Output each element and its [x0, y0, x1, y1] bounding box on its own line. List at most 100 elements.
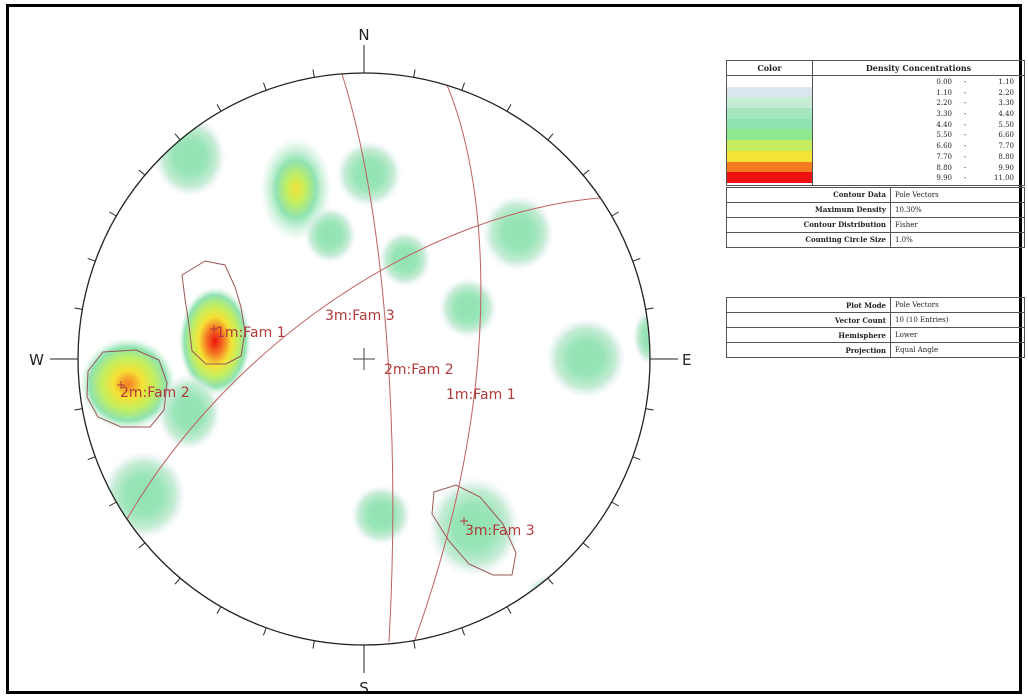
perimeter-tick: [109, 211, 117, 217]
property-value: 10.30%: [890, 201, 1025, 218]
set-window-2: [86, 349, 168, 428]
range-low: 5.50: [936, 131, 952, 140]
legend-swatch: [727, 76, 812, 87]
legend-range-row: 2.20 - 3.30: [823, 98, 1014, 109]
perimeter-tick: [138, 542, 146, 549]
great-circle-2: [341, 73, 394, 643]
legend-swatch: [727, 172, 812, 183]
contour-blob: [179, 287, 251, 395]
range-high: 4.40: [998, 110, 1014, 119]
range-separator: -: [963, 99, 967, 108]
contour-blob: [482, 195, 554, 271]
property-row: Maximum Density 10.30%: [726, 201, 1025, 218]
great-circle-label-3: 3m:Fam 3: [325, 308, 395, 324]
perimeter-tick: [611, 211, 619, 217]
set-windows: [86, 260, 517, 576]
legend-swatch-column: [726, 75, 813, 186]
great-circle-label-2: 2m:Fam 2: [384, 362, 454, 378]
property-value: Pole Vectors: [890, 297, 1025, 313]
legend-range-column: 0.00-1.10 1.10-2.20 2.20-3.30 3.30-4.40 4.40…: [812, 75, 1025, 186]
property-key: Projection: [726, 342, 891, 358]
legend-swatch: [727, 161, 812, 173]
legend-swatch: [727, 129, 812, 141]
contour-blob: [154, 117, 226, 197]
contour-blob: [546, 318, 626, 398]
range-low: 7.70: [936, 152, 952, 161]
perimeter-tick: [611, 501, 619, 507]
range-high: 3.30: [998, 99, 1014, 108]
range-high: 9.90: [998, 163, 1014, 172]
contour-blob: [102, 451, 186, 539]
perimeter-tick: [645, 307, 654, 310]
perimeter-tick: [109, 501, 117, 507]
property-key: Vector Count: [726, 312, 891, 328]
perimeter-tick: [312, 69, 315, 78]
stereonet-window: N S W E 3m:Fam 3 2m:Fam 2 1m:Fam 1 1m:Fa…: [6, 4, 1025, 694]
contour-properties-table: Contour Data Pole Vectors Maximum Density 1…: [726, 186, 1025, 248]
mean-pole-marker-1: [210, 325, 218, 333]
range-high: 7.70: [998, 142, 1014, 151]
property-key: Contour Distribution: [726, 216, 891, 233]
perimeter-tick: [262, 82, 267, 91]
set-window-1: [181, 260, 246, 365]
property-value: Equal Angle: [890, 342, 1025, 358]
property-value: Pole Vectors: [890, 186, 1025, 203]
property-value: 10 (10 Entries): [890, 312, 1025, 328]
range-separator: -: [963, 88, 967, 97]
range-high: 11.00: [993, 174, 1014, 183]
legend-range-row: 4.40 - 5.50: [823, 120, 1014, 131]
contour-blob: [633, 309, 650, 365]
legend-range-row: 8.80 - 9.90: [823, 163, 1014, 174]
density-legend: Color Density Concentrations 0.00-1.10 1.…: [726, 60, 1025, 248]
mean-pole-marker-2: [117, 381, 125, 389]
perimeter-tick: [632, 257, 641, 262]
range-low: 0.00: [936, 78, 952, 86]
perimeter-tick: [413, 69, 416, 78]
range-low: 8.80: [936, 163, 952, 172]
great-circle-3: [116, 196, 614, 538]
perimeter-tick: [547, 577, 554, 585]
contour-blob: [428, 477, 520, 577]
stereonet-plot: N S W E 3m:Fam 3 2m:Fam 2 1m:Fam 1 1m:Fa…: [29, 26, 691, 691]
range-low: 9.90: [936, 174, 952, 183]
perimeter-tick: [506, 104, 512, 112]
set-window-3: [431, 484, 517, 576]
range-low: 3.30: [936, 110, 952, 119]
legend-range-row: 5.50 - 6.60: [823, 130, 1014, 141]
contour-blob: [379, 231, 431, 287]
pole-label-2: 2m:Fam 2: [120, 385, 190, 401]
contour-blob: [157, 374, 221, 450]
range-separator: -: [963, 110, 967, 119]
range-low: 6.60: [936, 142, 952, 151]
property-row: Projection Equal Angle: [726, 342, 1025, 358]
perimeter-tick: [87, 257, 96, 262]
contour-blob: [439, 278, 497, 338]
contour-blob: [80, 338, 176, 430]
perimeter-tick: [174, 577, 181, 585]
property-value: 1.0%: [890, 231, 1025, 248]
perimeter-tick: [216, 104, 222, 112]
perimeter-tick: [216, 606, 222, 614]
pole-label-3: 3m:Fam 3: [465, 523, 535, 539]
plot-legend: Plot Mode Pole Vectors Vector Count 10 (10 …: [726, 297, 1025, 358]
perimeter-tick: [74, 408, 83, 411]
legend-swatch: [727, 86, 812, 98]
perimeter-tick: [582, 169, 590, 176]
perimeter-tick: [506, 606, 512, 614]
east-label: E: [682, 351, 691, 369]
perimeter-tick: [138, 169, 146, 176]
contour-blob: [304, 207, 356, 263]
west-label: W: [29, 351, 44, 369]
legend-range-row: 6.60 - 7.70: [823, 141, 1014, 152]
stereonet-grid: [50, 45, 678, 673]
legend-swatch: [727, 150, 812, 162]
property-value: Fisher: [890, 216, 1025, 233]
plot-properties-table: Plot Mode Pole Vectors Vector Count 10 (10 …: [726, 297, 1025, 358]
density-contours: [80, 117, 650, 625]
perimeter-tick: [87, 456, 96, 461]
property-key: Contour Data: [726, 186, 891, 203]
legend-swatch: [727, 97, 812, 109]
property-value: Lower: [890, 327, 1025, 343]
contour-blob: [336, 141, 402, 207]
property-row: Plot Mode Pole Vectors: [726, 297, 1025, 313]
